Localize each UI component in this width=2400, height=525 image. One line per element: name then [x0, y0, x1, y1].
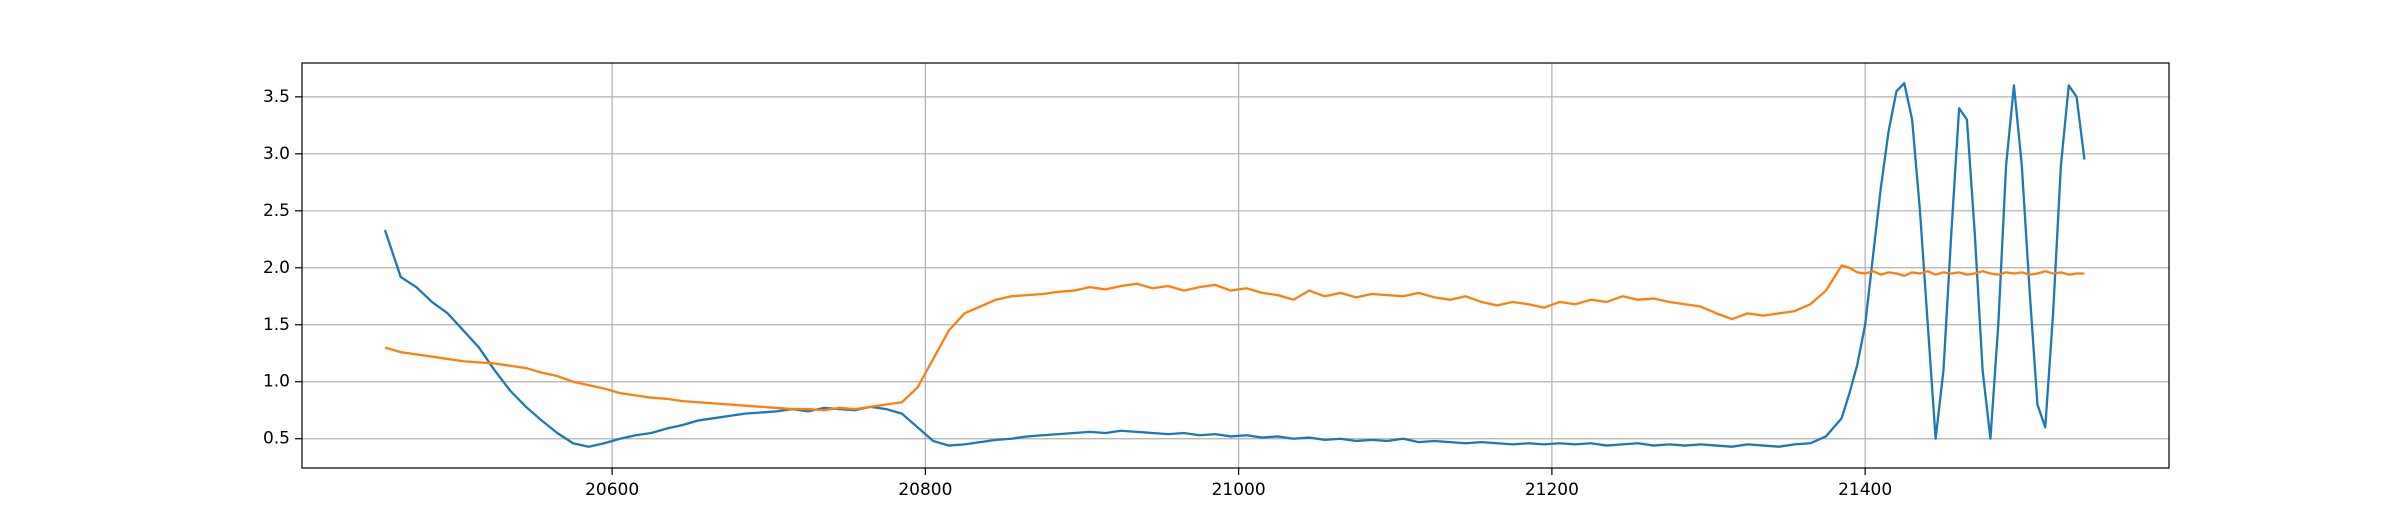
y-tick-label: 1.0 [263, 372, 290, 392]
x-tick-label: 20800 [898, 480, 952, 500]
plot-frame [301, 62, 2170, 469]
line-series [383, 82, 2086, 448]
y-tick-label: 3.5 [263, 87, 290, 107]
x-tick-label: 20600 [585, 480, 639, 500]
y-tick-label: 2.0 [263, 258, 290, 278]
x-tick-label: 21000 [1212, 480, 1266, 500]
y-tick-label: 2.5 [263, 201, 290, 221]
y-tick-label: 3.0 [263, 144, 290, 164]
line-series [384, 264, 2085, 412]
y-tick-label: 0.5 [263, 429, 290, 449]
y-tick-label: 1.5 [263, 315, 290, 335]
x-tick-label: 21400 [1838, 480, 1892, 500]
x-tick-label: 21200 [1525, 480, 1579, 500]
